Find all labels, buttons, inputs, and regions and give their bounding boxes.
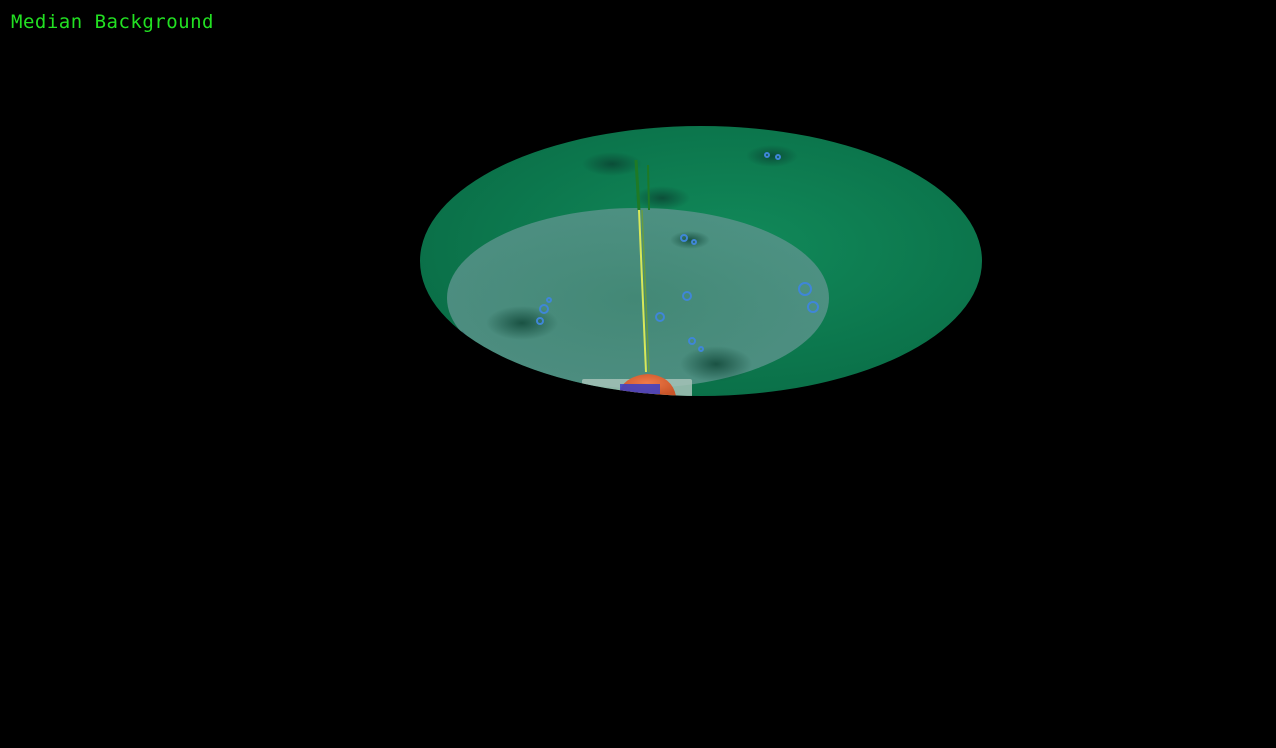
shadow-blob (582, 152, 642, 176)
shadow-blob (634, 186, 690, 210)
marker-line (638, 209, 647, 373)
inner-disc (447, 208, 829, 388)
base-label (620, 384, 660, 394)
shadow-blob (486, 306, 558, 340)
view-mode-label: Median Background (11, 11, 214, 33)
shadow-blob (670, 231, 710, 249)
marker-line-dark (634, 159, 641, 211)
marker-line-dark (647, 164, 650, 211)
shadow-blob (680, 346, 752, 382)
shadow-blob (746, 145, 798, 167)
bubbles (536, 152, 819, 352)
marker-line-shadow (641, 209, 650, 373)
